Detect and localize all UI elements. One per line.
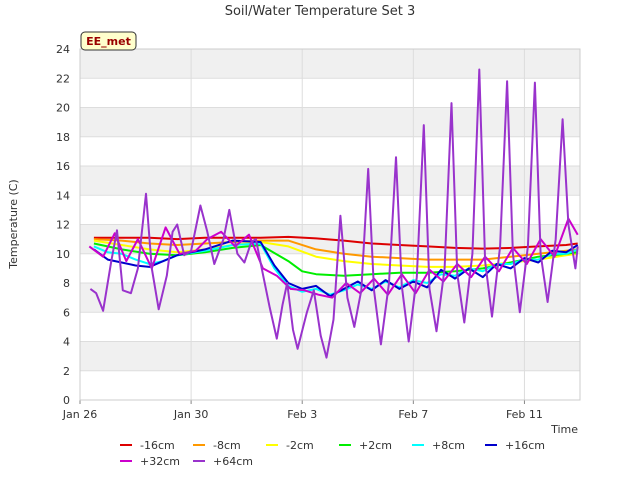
series-line-plus16cm: [93, 239, 579, 298]
background-band: [80, 166, 580, 196]
x-tick-label: Feb 7: [398, 408, 428, 421]
y-tick-label: 8: [63, 277, 70, 290]
legend-label: -2cm: [286, 439, 314, 452]
y-tick-label: 18: [56, 131, 70, 144]
legend-label: +64cm: [213, 455, 253, 468]
background-band: [80, 107, 580, 137]
legend-label: +8cm: [432, 439, 465, 452]
y-tick-label: 4: [63, 336, 70, 349]
y-tick-label: 10: [56, 248, 70, 261]
y-axis-label: Temperature (C): [7, 179, 20, 269]
y-tick-label: 0: [63, 394, 70, 407]
series-line-minus16cm: [93, 235, 578, 250]
background-band: [80, 341, 580, 371]
y-tick-label: 24: [56, 43, 70, 56]
y-tick-label: 20: [56, 102, 70, 115]
x-tick-label: Feb 3: [287, 408, 317, 421]
y-tick-label: 12: [56, 219, 70, 232]
y-tick-label: 6: [63, 306, 70, 319]
y-tick-label: 2: [63, 365, 70, 378]
chart-title: Soil/Water Temperature Set 3: [225, 4, 416, 19]
series-line-plus32cm: [88, 217, 579, 299]
legend-label: +16cm: [505, 439, 545, 452]
legend-label: +2cm: [359, 439, 392, 452]
site-label-box: [80, 31, 137, 51]
legend-label: +32cm: [140, 455, 180, 468]
x-axis-label: Time: [550, 423, 578, 436]
y-tick-label: 22: [56, 72, 70, 85]
background-band: [80, 49, 580, 79]
x-tick-label: Jan 26: [62, 408, 97, 421]
legend-label: -8cm: [213, 439, 241, 452]
y-tick-label: 16: [56, 160, 70, 173]
y-tick-label: 14: [56, 189, 70, 202]
x-tick-label: Jan 30: [173, 408, 208, 421]
x-tick-label: Feb 11: [506, 408, 543, 421]
site-label: EE_met: [86, 35, 131, 48]
plot-area-border: [79, 48, 581, 401]
legend-label: -16cm: [140, 439, 175, 452]
series-line-plus64cm: [89, 68, 579, 359]
